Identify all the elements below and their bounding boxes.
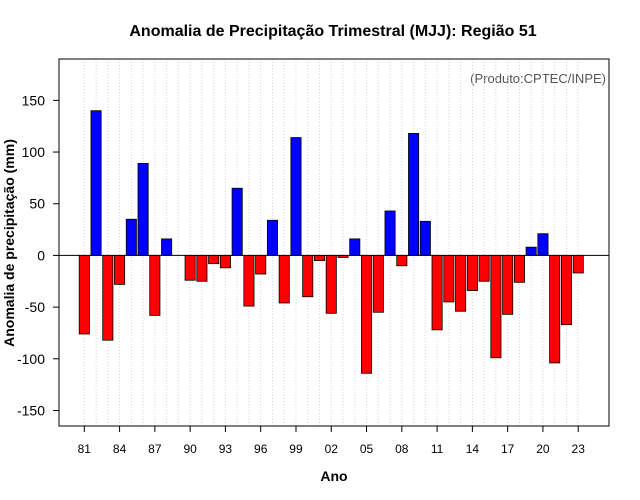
y-tick-label: 0 — [37, 247, 45, 263]
bar-2022 — [560, 255, 572, 326]
y-tick-label: 100 — [22, 144, 46, 160]
bars — [78, 110, 584, 374]
bar-1992 — [208, 255, 220, 265]
bar-2012 — [443, 255, 455, 303]
bar-1981 — [78, 255, 90, 335]
bar-1986 — [137, 163, 149, 256]
bar-2009 — [408, 133, 420, 256]
plot-frame — [58, 58, 610, 427]
bar-1997 — [266, 219, 278, 256]
bar-2016 — [490, 255, 502, 359]
bar-2005 — [361, 255, 373, 374]
bar-1985 — [125, 218, 137, 256]
y-tick-label: 50 — [29, 196, 45, 212]
bar-2006 — [372, 255, 384, 313]
y-axis-label: Anomalia de precipitação (mm) — [1, 139, 17, 347]
bar-2021 — [549, 255, 561, 364]
x-tick-label: 05 — [360, 442, 374, 456]
bar-1983 — [102, 255, 114, 341]
x-tick-label: 99 — [289, 442, 303, 456]
credit-label: (Produto:CPTEC/INPE) — [470, 71, 606, 86]
x-tick-label: 23 — [572, 442, 586, 456]
x-tick-label: 02 — [325, 442, 339, 456]
bar-2008 — [396, 255, 408, 267]
bar-2017 — [502, 255, 514, 315]
x-axis: 81 84 87 90 93 96 99 02 05 08 11 14 17 20 23 — [78, 426, 586, 456]
x-tick-label: 96 — [254, 442, 268, 456]
bar-1987 — [149, 255, 161, 316]
x-tick-label: 17 — [501, 442, 515, 456]
x-tick-label: 87 — [148, 442, 162, 456]
x-tick-label: 84 — [113, 442, 127, 456]
bar-1991 — [196, 255, 208, 282]
grid — [83, 59, 579, 426]
y-tick-label: -150 — [17, 402, 45, 418]
bar-2011 — [431, 255, 443, 331]
bar-2013 — [455, 255, 467, 312]
x-tick-label: 93 — [219, 442, 233, 456]
y-tick-label: -100 — [17, 351, 45, 367]
x-tick-label: 20 — [536, 442, 550, 456]
bar-2023 — [572, 255, 584, 274]
bar-2014 — [466, 255, 478, 291]
bar-1988 — [161, 238, 173, 256]
bar-2007 — [384, 210, 396, 256]
bar-1993 — [219, 255, 231, 269]
x-tick-label: 11 — [431, 442, 444, 456]
bar-2015 — [478, 255, 490, 282]
bar-1999 — [290, 137, 302, 256]
bar-1996 — [255, 255, 267, 275]
y-axis: -150 -100 -50 0 50 100 150 — [17, 92, 59, 418]
y-tick-label: 150 — [22, 92, 46, 108]
bar-1994 — [231, 187, 243, 256]
bar-1982 — [90, 110, 102, 256]
bar-2004 — [349, 238, 361, 256]
bar-2018 — [513, 255, 525, 283]
bar-2000 — [302, 255, 314, 298]
bar-2001 — [313, 255, 325, 261]
x-axis-label: Ano — [320, 468, 347, 484]
bar-1995 — [243, 255, 255, 307]
x-tick-label: 08 — [395, 442, 409, 456]
bar-2019 — [525, 246, 537, 256]
bar-1998 — [278, 255, 290, 304]
x-tick-label: 14 — [466, 442, 480, 456]
bar-2002 — [325, 255, 337, 314]
bar-2020 — [537, 233, 549, 256]
bar-2010 — [419, 220, 431, 256]
bar-1984 — [114, 255, 126, 285]
chart-title: Anomalia de Precipitação Trimestral (MJJ… — [129, 23, 536, 40]
x-tick-label: 90 — [183, 442, 197, 456]
bar-1990 — [184, 255, 196, 281]
y-tick-label: -50 — [25, 299, 45, 315]
x-tick-label: 81 — [78, 442, 92, 456]
